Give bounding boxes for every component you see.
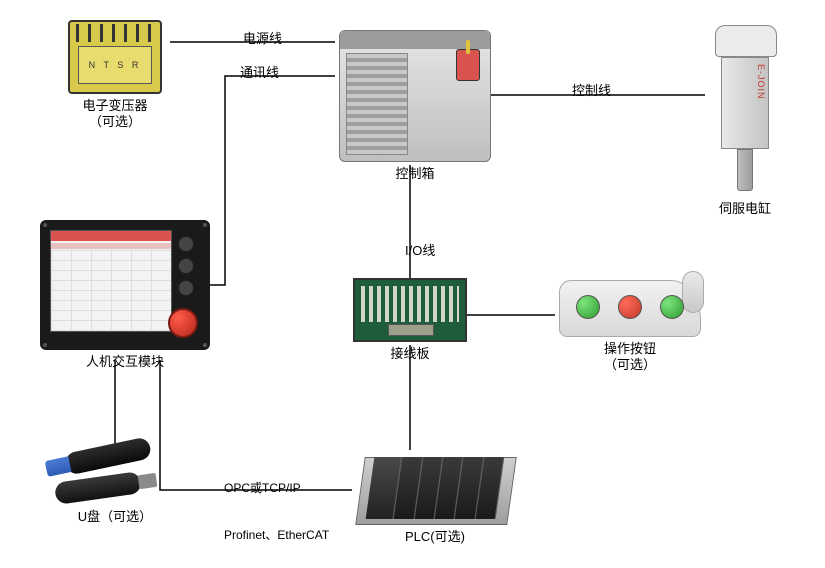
edge-label-power: 电源线: [243, 28, 282, 47]
hmi-knob-icon: [178, 258, 194, 274]
node-transformer: N T S R 电子变压器 （可选）: [60, 20, 170, 129]
servo-label: 伺服电缸: [700, 201, 790, 217]
node-terminal-board: 接线板: [345, 278, 475, 362]
hmi-graphic: [40, 220, 210, 350]
node-control-box: 控制箱: [330, 30, 500, 182]
plc-graphic: [360, 445, 510, 525]
control-box-label: 控制箱: [330, 166, 500, 182]
usb-label: U盘（可选）: [45, 509, 185, 525]
plc-label: PLC(可选): [350, 529, 520, 545]
edge-label-control: 控制线: [572, 80, 611, 99]
green-button-icon: [660, 295, 684, 319]
op-panel-graphic: [559, 280, 701, 337]
terminal-board-graphic: [353, 278, 467, 342]
edge-label-comm: 通讯线: [240, 62, 279, 81]
usb-graphic: [55, 445, 175, 505]
protocol-line-2: Profinet、EtherCAT: [224, 528, 329, 544]
transformer-label: 电子变压器 （可选）: [60, 98, 170, 129]
servo-brand: E-JOIN: [756, 64, 766, 100]
hmi-knob-icon: [178, 280, 194, 296]
protocol-line-1: OPC或TCP/IP: [224, 481, 329, 497]
servo-graphic: E-JOIN: [715, 25, 775, 191]
edge-label-io: I/O线: [405, 240, 435, 259]
transformer-graphic: N T S R: [68, 20, 162, 94]
main-switch-icon: [456, 49, 480, 81]
node-usb: U盘（可选）: [45, 445, 185, 525]
red-button-icon: [618, 295, 642, 319]
protocol-text: OPC或TCP/IP Profinet、EtherCAT EtherNet/IP…: [224, 450, 329, 568]
op-buttons-label: 操作按钮 （可选）: [550, 341, 710, 372]
hmi-knob-icon: [178, 236, 194, 252]
node-plc: PLC(可选): [350, 445, 520, 545]
transformer-letters: N T S R: [78, 46, 152, 84]
hmi-screen: [50, 230, 172, 332]
node-op-buttons: 操作按钮 （可选）: [550, 280, 710, 372]
hmi-label: 人机交互模块: [30, 354, 220, 370]
green-button-icon: [576, 295, 600, 319]
terminal-board-label: 接线板: [345, 346, 475, 362]
control-box-graphic: [339, 30, 491, 162]
node-servo: E-JOIN 伺服电缸: [700, 25, 790, 217]
node-hmi: 人机交互模块: [30, 220, 220, 370]
usb-stick-icon: [64, 436, 153, 475]
usb-stick-icon: [54, 471, 142, 505]
estop-icon: [168, 308, 198, 338]
